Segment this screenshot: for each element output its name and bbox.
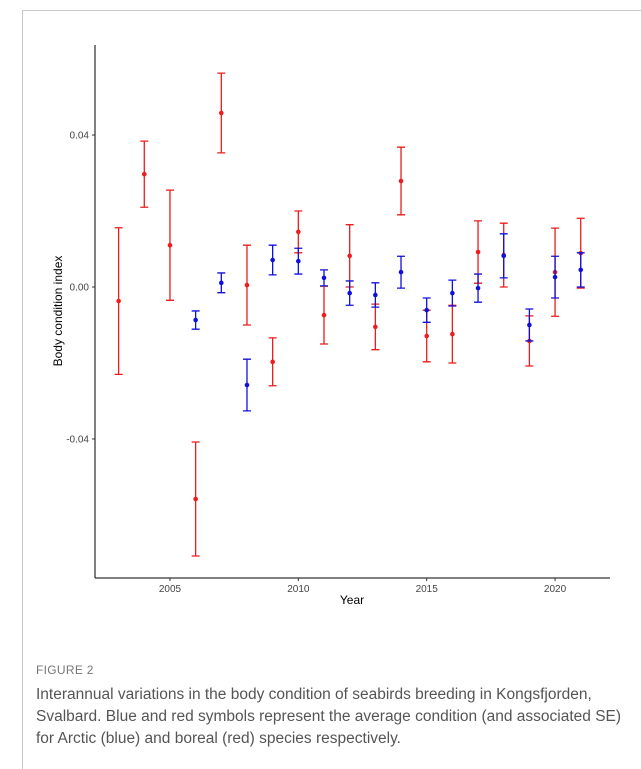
point [450, 290, 455, 296]
point [321, 275, 327, 281]
x-tick-label: 2005 [159, 584, 182, 595]
point [578, 267, 584, 273]
point [347, 290, 352, 296]
point [219, 110, 224, 116]
point [347, 253, 352, 259]
point [424, 333, 429, 339]
point [270, 257, 275, 263]
figure-frame [22, 10, 641, 769]
point [475, 285, 481, 291]
point [270, 359, 275, 365]
figure-caption: Interannual variations in the body condi… [36, 686, 622, 747]
point [321, 312, 327, 318]
x-tick-label: 2020 [544, 584, 567, 595]
point [219, 280, 224, 286]
point [116, 298, 121, 304]
point [141, 171, 147, 177]
point [475, 249, 481, 255]
point [398, 269, 404, 275]
point [552, 274, 558, 280]
point [450, 331, 455, 337]
point [424, 307, 429, 313]
y-tick-label: 0.04 [70, 131, 90, 142]
point [193, 317, 198, 323]
point [296, 258, 301, 264]
point [167, 242, 173, 248]
point [244, 282, 250, 288]
y-tick-label: -0.04 [66, 434, 89, 445]
point [296, 229, 301, 235]
point [244, 382, 250, 388]
x-tick-label: 2015 [416, 584, 439, 595]
y-axis-title: Body condition index [51, 256, 65, 367]
figure-label: FIGURE 2 [36, 663, 94, 677]
point [193, 496, 198, 502]
point [373, 292, 378, 298]
point [373, 324, 378, 330]
x-axis-title: Year [340, 593, 364, 607]
point [501, 253, 507, 259]
chart: Year Body condition index -0.04 0.00 0.04 2… [51, 45, 610, 607]
x-tick-label: 2010 [287, 584, 310, 595]
point [398, 178, 404, 184]
point [527, 322, 532, 328]
y-tick-label: 0.00 [70, 282, 90, 293]
